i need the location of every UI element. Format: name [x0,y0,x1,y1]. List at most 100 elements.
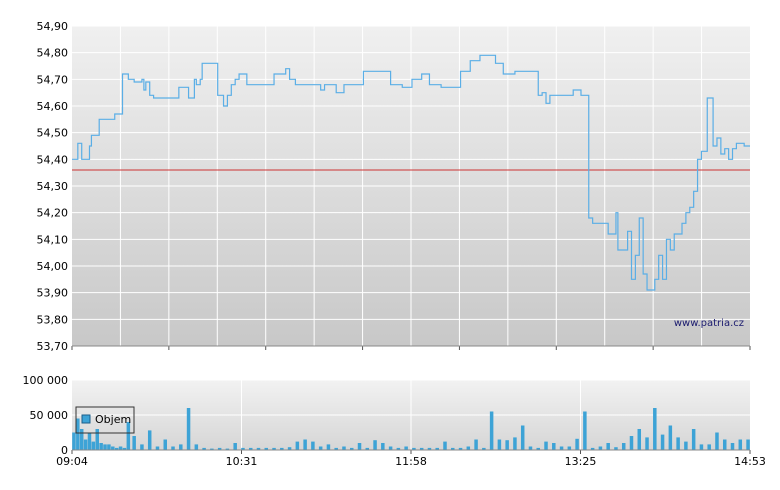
price-series-line [72,54,750,291]
volume-bar [458,447,463,450]
volume-bar [388,446,393,450]
legend-label: Objem [95,413,131,426]
x-tick-label: 09:04 [56,455,88,468]
volume-bar [280,447,284,450]
volume-bar [412,447,416,450]
volume-bar [241,447,245,450]
price-y-tick-label: 54,40 [37,153,69,166]
volume-bar [91,441,96,450]
price-grid [72,25,750,347]
volume-bar [79,429,84,450]
volume-bar [676,437,680,450]
volume-bar [451,447,455,450]
price-y-tick-label: 53,90 [37,287,69,300]
volume-bar [217,447,222,450]
volume-bar [95,429,100,450]
volume-bar [598,446,603,450]
volume-bar [140,444,144,450]
volume-bar [179,444,183,450]
volume-bar [559,446,564,450]
volume-bar [536,447,540,450]
volume-bar [637,429,642,450]
volume-bar [482,447,486,450]
volume-bar [404,446,408,450]
volume-bar [544,441,548,450]
legend-box [75,406,135,434]
price-y-tick-label: 53,80 [37,313,69,326]
volume-bar [103,444,107,450]
volume-bar [287,447,292,450]
price-x-axis [71,346,751,350]
volume-bar [629,436,634,450]
volume-bar [318,446,323,450]
volume-bar [373,440,377,450]
volume-bar [520,425,525,450]
volume-bar [528,446,533,450]
volume-bar [194,444,199,450]
volume-bar [83,439,88,450]
volume-bar [76,418,80,450]
volume-bars [72,408,750,450]
price-y-tick-label: 54,60 [37,100,69,113]
volume-bar [722,439,727,450]
price-y-tick-label: 54,90 [37,20,69,33]
volume-bar [202,447,206,450]
volume-y-axis: 0 50 000 100 000 [23,374,69,457]
x-tick-label: 11:58 [395,455,427,468]
volume-bar [505,440,509,450]
volume-bar [248,447,253,450]
volume-bar [163,439,167,450]
volume-bar [707,444,711,450]
volume-bar [349,447,354,450]
volume-bar [155,446,160,450]
volume-bar [684,441,688,450]
volume-bar [72,432,76,450]
volume-y-tick-label: 0 [61,444,68,457]
volume-bar [583,411,587,450]
price-y-tick-label: 54,10 [37,233,69,246]
volume-y-tick-label: 100 000 [23,374,69,387]
x-tick-label: 10:31 [226,455,258,468]
volume-bar [738,439,743,450]
volume-bar [122,447,127,450]
volume-bar [114,447,119,450]
volume-bar [489,411,494,450]
volume-bar [730,443,735,450]
volume-bar [606,443,610,450]
x-tick-label: 14:53 [734,455,766,468]
volume-bar [303,439,307,450]
volume-y-tick-label: 50 000 [30,409,69,422]
volume-bar [497,439,502,450]
volume-bar [111,446,115,450]
volume-bar [147,430,152,450]
volume-bar [513,437,517,450]
volume-bar [334,447,338,450]
volume-bar [621,443,626,450]
volume-bar [474,439,478,450]
price-y-tick-label: 53,70 [37,340,69,353]
volume-bar [171,446,175,450]
volume-bar [552,443,556,450]
volume-bar [614,447,618,450]
volume-bar [365,447,370,450]
volume-bar [419,447,424,450]
volume-bar [691,429,696,450]
volume-bar [668,425,673,450]
volume-bar [660,434,665,450]
volume-bar [342,446,346,450]
volume-bar [107,444,111,450]
watermark: www.patria.cz [674,318,744,329]
volume-x-axis: 09:04 10:31 11:58 13:25 14:53 [56,450,766,468]
volume-bar [357,443,362,450]
legend-swatch [81,414,91,424]
volume-bar [256,447,261,450]
volume-bar [443,441,447,450]
volume-bar [396,447,401,450]
volume-bar [186,408,191,450]
x-tick-label: 13:25 [565,455,597,468]
volume-bar [645,437,649,450]
volume-bar [126,422,131,450]
price-y-axis: 53,70 53,80 53,90 54,00 54,10 54,20 54,30 54,40… [37,20,69,353]
price-y-tick-label: 54,30 [37,180,69,193]
